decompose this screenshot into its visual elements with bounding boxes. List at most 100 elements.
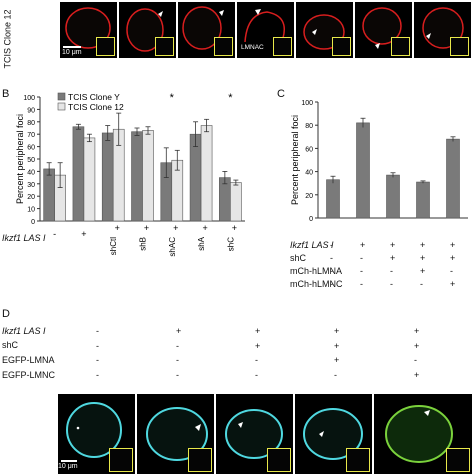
legend-swatch: [57, 92, 66, 101]
y-tick-label: 20: [27, 194, 35, 201]
row-mark: +: [414, 340, 420, 351]
row-mark: -: [96, 340, 99, 351]
inset-box: [332, 37, 351, 56]
micrograph-d-3: [216, 394, 293, 474]
row-mark: +: [390, 240, 396, 250]
bar: [200, 125, 213, 222]
row-mark: +: [420, 240, 426, 250]
nucleus-image: [182, 6, 224, 50]
row-mark: -: [255, 355, 258, 365]
panel-c-row-label: mCh-hLMNC: [290, 279, 343, 289]
panel-d-row-label: shC: [2, 340, 19, 350]
panel-c-row-label: shC: [290, 253, 307, 263]
row-mark: -: [360, 279, 363, 289]
y-tick-label: 80: [27, 120, 35, 127]
nucleus-image: [66, 402, 122, 458]
y-tick-label: 10: [27, 207, 35, 214]
significance-asterisk: *: [228, 92, 233, 104]
bar: [101, 132, 114, 222]
scale-bar-d: [61, 460, 77, 462]
bar: [72, 126, 85, 222]
inset-box: [155, 37, 174, 56]
x-tick-label: shA: [197, 236, 206, 250]
bar: [131, 131, 143, 222]
inset-box: [96, 37, 115, 56]
x-tick-label: shC: [226, 237, 235, 251]
panel-b-chart: 0 10 20 30 40 50 60 70 80 90 100 Percent peripheral…: [15, 92, 245, 257]
panel-c-row-label: Ikzf1 LAS I: [290, 240, 334, 250]
nucleus-image: [225, 409, 283, 459]
row-mark: -: [53, 229, 56, 239]
panel-c-letter: C: [277, 88, 285, 100]
bar: [43, 168, 55, 222]
row-mark: +: [144, 223, 149, 233]
legend-label: TCIS Clone 12: [68, 102, 124, 112]
bar: [142, 130, 154, 222]
panel-d-row-label: Ikzf1 LAS I: [2, 326, 46, 336]
bar: [230, 182, 242, 222]
scale-bar-d-label: 10 μm: [58, 463, 78, 470]
row-mark: -: [96, 355, 99, 365]
nucleus-image: [385, 405, 453, 463]
x-tick-label: shCtl: [109, 237, 118, 255]
row-mark: +: [115, 223, 120, 233]
micrograph-a-6: [355, 2, 412, 58]
panel-b-row-label: Ikzf1 LAS I: [2, 233, 46, 243]
row-mark: +: [255, 326, 261, 336]
significance-asterisk: *: [170, 92, 175, 104]
panel-a-side-label: TCIS Clone 12: [2, 9, 13, 69]
inset-box: [391, 37, 410, 56]
row-mark: +: [232, 223, 237, 233]
bar: [446, 138, 460, 219]
panel-b-letter: B: [2, 88, 10, 100]
y-tick-label: 60: [27, 145, 35, 152]
x-tick-label: shB: [139, 237, 148, 251]
y-tick-label: 30: [27, 182, 35, 189]
row-mark: +: [334, 355, 340, 365]
inset-box: [346, 448, 370, 472]
row-mark: -: [96, 326, 99, 336]
row-mark: -: [414, 355, 417, 365]
row-mark: -: [176, 355, 179, 365]
bar: [83, 137, 96, 222]
y-tick-label: 40: [305, 170, 313, 177]
row-mark: +: [420, 266, 426, 276]
inset-box: [188, 448, 212, 472]
row-mark: -: [360, 266, 363, 276]
y-axis-label: Percent peripheral foci: [290, 115, 300, 205]
row-mark: +: [360, 240, 366, 250]
panel-c-row-label: mCh-hLMNA: [290, 266, 343, 276]
bar: [189, 133, 202, 222]
micrograph-a-4: LMNAC: [237, 2, 294, 58]
inset-box: [273, 37, 292, 56]
y-axis-label: Percent peripheral foci: [15, 114, 25, 204]
row-mark: +: [450, 279, 456, 289]
legend-swatch: [57, 102, 66, 111]
y-tick-label: 40: [27, 169, 35, 176]
bar: [416, 181, 430, 219]
inset-box: [267, 448, 291, 472]
row-mark: +: [414, 369, 420, 380]
row-mark: -: [96, 369, 99, 380]
legend-label: TCIS Clone Y: [68, 92, 120, 102]
row-mark: -: [255, 369, 258, 380]
micrograph-d-5: [374, 394, 472, 474]
y-tick-label: 90: [27, 107, 35, 114]
nucleus-image: [244, 9, 285, 43]
bar: [356, 122, 370, 219]
row-mark: -: [450, 266, 453, 276]
nucleus-image: [146, 407, 208, 461]
row-mark: +: [450, 253, 456, 263]
nucleus-image: [303, 408, 363, 460]
row-mark: -: [330, 240, 333, 250]
row-mark: -: [360, 253, 363, 263]
row-mark: -: [334, 369, 337, 380]
row-label-text: Ikzf1 LAS I: [290, 240, 334, 250]
row-label-text: Ikzf1 LAS I: [2, 326, 46, 336]
nucleus-image: [362, 7, 402, 49]
row-mark: +: [176, 326, 182, 336]
panel-d-letter: D: [2, 308, 10, 320]
micrograph-d-1: [58, 394, 135, 474]
scale-bar-a: [63, 46, 81, 48]
inset-box: [214, 37, 233, 56]
